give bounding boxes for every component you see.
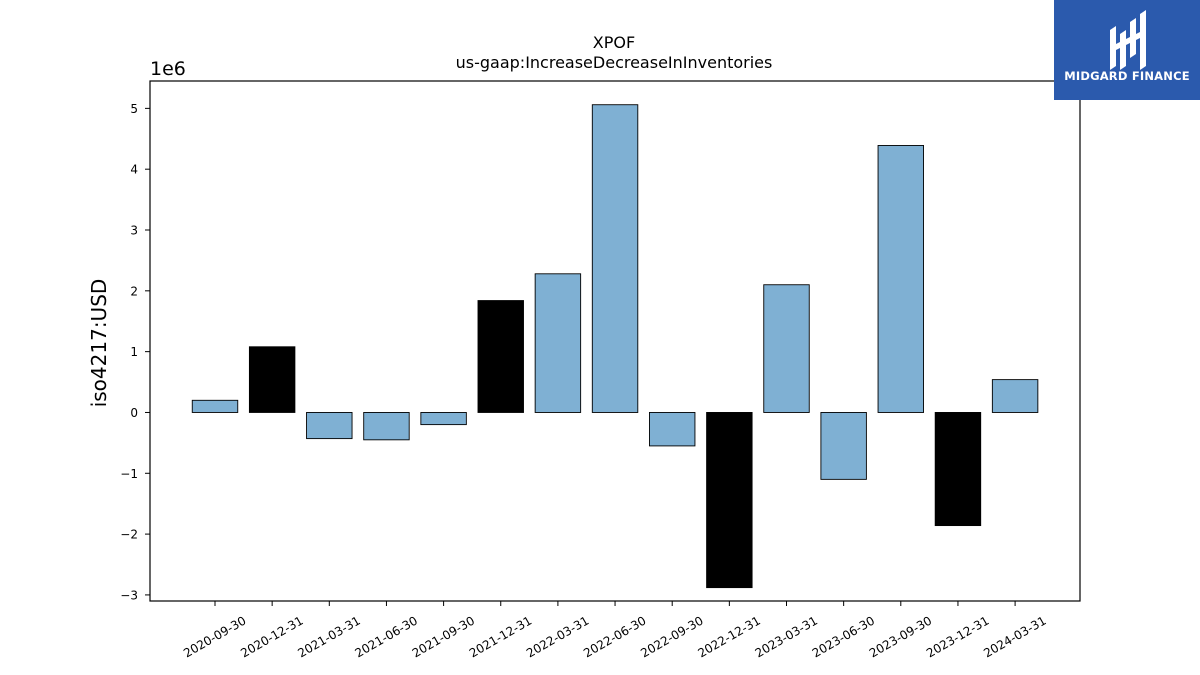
bar-2021-09-30 [420, 412, 467, 426]
y-tick-label: 2 [130, 284, 138, 298]
y-axis: −3 −2 −1 0 1 2 3 4 5 [120, 102, 150, 602]
y-tick-label: 1 [130, 345, 138, 359]
x-tick-label: 2021-09-30 [410, 613, 477, 660]
x-tick-label: 2021-06-30 [353, 613, 420, 660]
bar-2022-03-31 [534, 273, 582, 413]
y-tick-label: −1 [120, 467, 138, 481]
bar-2023-09-30 [877, 145, 924, 413]
x-tick-label: 2022-09-30 [638, 613, 705, 660]
x-tick-label: 2022-06-30 [581, 613, 648, 660]
x-tick-label: 2020-09-30 [181, 613, 248, 660]
x-tick-label: 2021-03-31 [295, 613, 362, 660]
x-tick-label: 2022-03-31 [524, 613, 591, 660]
chart-title: XPOF [593, 33, 635, 52]
bar-2020-09-30 [191, 399, 239, 413]
bar-2022-06-30 [591, 104, 639, 413]
y-tick-label: 0 [130, 406, 138, 420]
bar-2021-12-31 [477, 300, 524, 413]
y-tick-label: 3 [130, 224, 138, 238]
x-tick-label: 2023-06-30 [810, 613, 877, 660]
brand-logo: MIDGARD FINANCE [1054, 0, 1200, 100]
x-tick-label: 2023-09-30 [867, 613, 934, 660]
bar-2022-09-30 [649, 412, 696, 447]
plot-frame [149, 80, 1081, 602]
chart-subtitle: us-gaap:IncreaseDecreaseInInventories [456, 53, 773, 72]
bar-2024-03-31 [991, 379, 1039, 413]
x-tick-label: 2024-03-31 [981, 613, 1048, 660]
x-tick-label: 2021-12-31 [467, 613, 534, 660]
bar-2022-12-31 [706, 412, 753, 589]
bar-2021-03-31 [306, 412, 353, 440]
y-tick-label: −3 [120, 588, 138, 602]
bar-2023-06-30 [820, 412, 867, 480]
x-tick-label: 2023-03-31 [753, 613, 820, 660]
y-tick-label: −2 [120, 528, 138, 542]
bars-group [191, 104, 1039, 589]
x-tick-label: 2022-12-31 [695, 613, 762, 660]
logo-mark-icon [1054, 0, 1200, 100]
y-tick-label: 5 [130, 102, 138, 116]
x-tick-label: 2020-12-31 [238, 613, 305, 660]
bar-2021-06-30 [363, 412, 410, 441]
x-axis: 2020-09-302020-12-312021-03-312021-06-30… [181, 601, 1049, 660]
logo-text: MIDGARD FINANCE [1064, 69, 1190, 83]
y-scale-label: 1e6 [150, 58, 186, 80]
y-axis-label: iso4217:USD [87, 279, 111, 408]
y-tick-label: 4 [130, 163, 138, 177]
x-tick-label: 2023-12-31 [924, 613, 991, 660]
bar-2023-03-31 [763, 284, 810, 413]
bar-2023-12-31 [934, 412, 982, 527]
bar-2020-12-31 [248, 346, 296, 413]
